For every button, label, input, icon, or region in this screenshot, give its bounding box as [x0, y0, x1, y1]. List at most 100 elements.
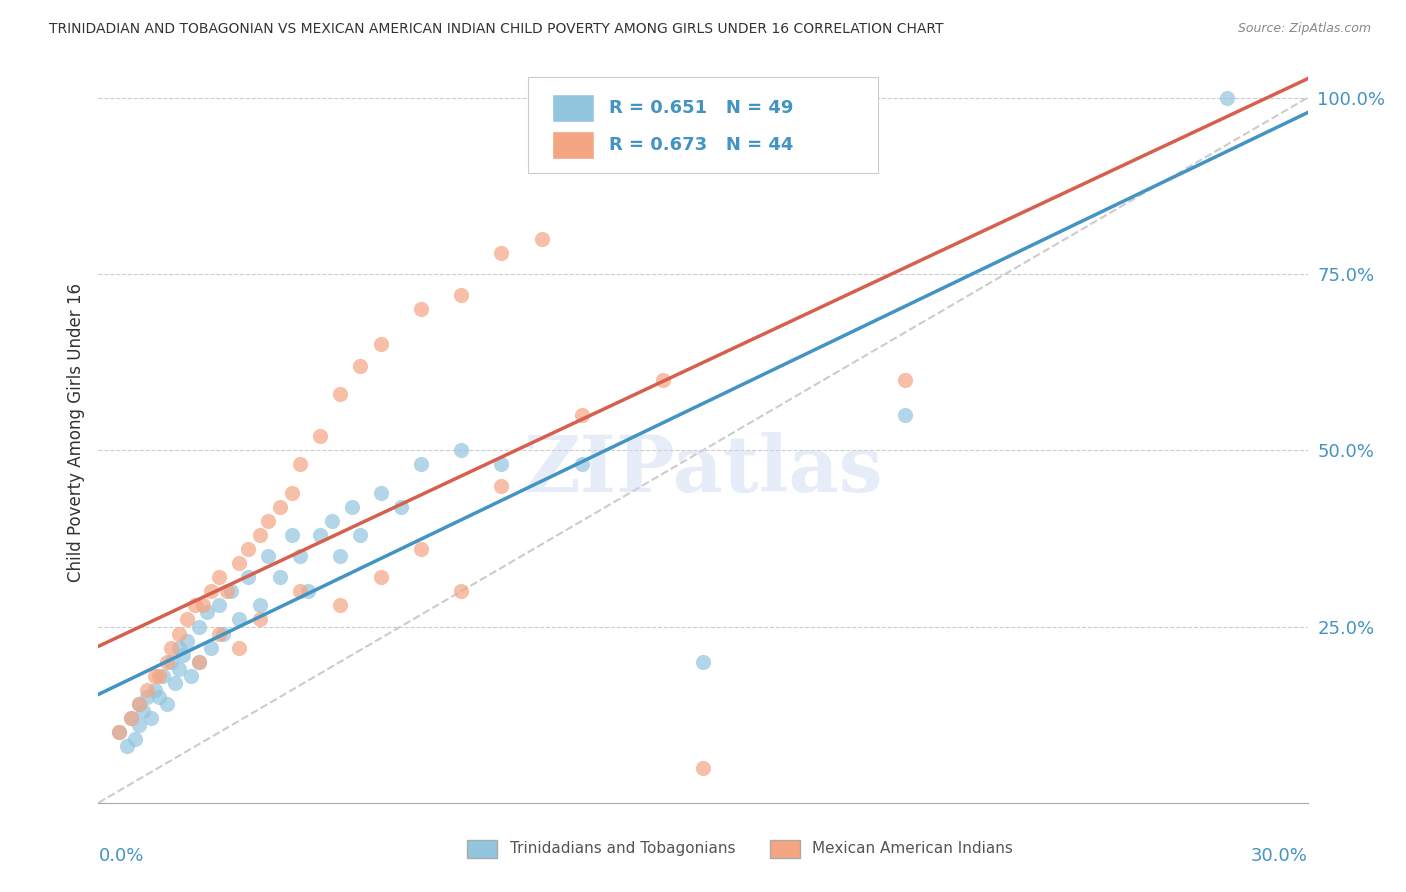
- Point: [491, 458, 513, 472]
- Point: [370, 570, 392, 584]
- Point: [163, 676, 186, 690]
- Point: [143, 669, 166, 683]
- Point: [184, 599, 207, 613]
- Text: R = 0.673   N = 44: R = 0.673 N = 44: [609, 136, 793, 153]
- Point: [167, 662, 190, 676]
- Point: [530, 232, 553, 246]
- Text: 30.0%: 30.0%: [1251, 847, 1308, 865]
- Point: [180, 669, 202, 683]
- Point: [156, 655, 179, 669]
- Point: [342, 500, 364, 514]
- Y-axis label: Child Poverty Among Girls Under 16: Child Poverty Among Girls Under 16: [66, 283, 84, 582]
- Point: [217, 584, 239, 599]
- Point: [297, 584, 319, 599]
- Text: ZIPatlas: ZIPatlas: [523, 432, 883, 508]
- FancyBboxPatch shape: [527, 78, 879, 173]
- Point: [893, 408, 915, 422]
- Point: [692, 655, 714, 669]
- Point: [208, 570, 231, 584]
- Point: [176, 633, 198, 648]
- Point: [208, 626, 231, 640]
- Point: [107, 725, 129, 739]
- Point: [281, 485, 304, 500]
- Point: [236, 570, 259, 584]
- Point: [349, 359, 371, 373]
- Point: [143, 683, 166, 698]
- Point: [221, 584, 243, 599]
- Point: [409, 458, 432, 472]
- Point: [132, 704, 155, 718]
- Point: [893, 373, 915, 387]
- Point: [651, 373, 673, 387]
- Point: [228, 556, 250, 570]
- Point: [571, 458, 593, 472]
- Point: [288, 549, 311, 563]
- Point: [135, 683, 157, 698]
- Point: [329, 599, 352, 613]
- Point: [120, 711, 142, 725]
- Point: [160, 640, 183, 655]
- Point: [128, 697, 150, 711]
- Point: [212, 626, 235, 640]
- Point: [124, 732, 146, 747]
- Point: [370, 485, 392, 500]
- Point: [148, 669, 170, 683]
- Point: [269, 570, 291, 584]
- Point: [491, 245, 513, 260]
- Point: [228, 612, 250, 626]
- Point: [200, 584, 222, 599]
- FancyBboxPatch shape: [551, 130, 595, 159]
- Point: [152, 669, 174, 683]
- Point: [188, 655, 211, 669]
- Point: [450, 288, 472, 302]
- Text: Source: ZipAtlas.com: Source: ZipAtlas.com: [1237, 22, 1371, 36]
- Point: [389, 500, 412, 514]
- Point: [409, 302, 432, 317]
- Point: [200, 640, 222, 655]
- Point: [249, 599, 271, 613]
- Text: TRINIDADIAN AND TOBAGONIAN VS MEXICAN AMERICAN INDIAN CHILD POVERTY AMONG GIRLS : TRINIDADIAN AND TOBAGONIAN VS MEXICAN AM…: [49, 22, 943, 37]
- Point: [160, 655, 183, 669]
- Point: [176, 612, 198, 626]
- FancyBboxPatch shape: [467, 840, 498, 858]
- Point: [450, 584, 472, 599]
- Point: [450, 443, 472, 458]
- Point: [281, 528, 304, 542]
- Point: [409, 541, 432, 556]
- Text: R = 0.651   N = 49: R = 0.651 N = 49: [609, 99, 793, 117]
- Point: [288, 584, 311, 599]
- Point: [228, 640, 250, 655]
- Point: [329, 549, 352, 563]
- Point: [692, 760, 714, 774]
- Point: [208, 599, 231, 613]
- Point: [156, 697, 179, 711]
- Point: [167, 640, 190, 655]
- Text: Trinidadians and Tobagonians: Trinidadians and Tobagonians: [509, 841, 735, 856]
- Point: [193, 599, 215, 613]
- Point: [309, 528, 332, 542]
- Point: [148, 690, 170, 704]
- Text: Mexican American Indians: Mexican American Indians: [811, 841, 1012, 856]
- Point: [172, 648, 194, 662]
- Point: [256, 514, 278, 528]
- Point: [1216, 91, 1239, 105]
- Point: [236, 541, 259, 556]
- Text: 0.0%: 0.0%: [98, 847, 143, 865]
- Point: [188, 655, 211, 669]
- Point: [107, 725, 129, 739]
- Point: [188, 619, 211, 633]
- Point: [128, 718, 150, 732]
- Point: [256, 549, 278, 563]
- Point: [249, 528, 271, 542]
- Point: [349, 528, 371, 542]
- Point: [491, 478, 513, 492]
- FancyBboxPatch shape: [551, 94, 595, 121]
- FancyBboxPatch shape: [769, 840, 800, 858]
- Point: [288, 458, 311, 472]
- Point: [249, 612, 271, 626]
- Point: [115, 739, 138, 754]
- Point: [167, 626, 190, 640]
- Point: [309, 429, 332, 443]
- Point: [128, 697, 150, 711]
- Point: [269, 500, 291, 514]
